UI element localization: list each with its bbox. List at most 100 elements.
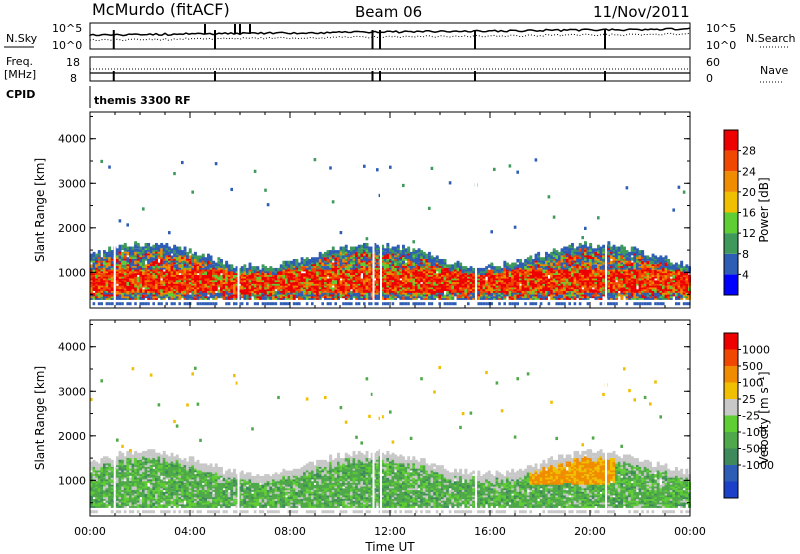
- range-gate-cell: [342, 285, 346, 290]
- range-gate-cell: [279, 292, 283, 297]
- range-gate-cell: [246, 275, 249, 279]
- range-gate-cell: [331, 250, 335, 254]
- range-gate-cell: [144, 282, 148, 286]
- range-gate-cell: [399, 257, 403, 261]
- range-gate-cell: [573, 291, 577, 295]
- range-gate-cell: [233, 280, 236, 284]
- range-gate-cell: [638, 267, 642, 272]
- range-gate-cell: [155, 248, 158, 252]
- range-gate-cell: [547, 280, 551, 284]
- range-gate-cell: [480, 269, 483, 274]
- range-gate-cell: [578, 278, 582, 283]
- range-gate-cell: [194, 296, 197, 300]
- range-gate-cell: [539, 291, 543, 295]
- range-gate-cell: [495, 283, 499, 288]
- range-gate-cell: [360, 280, 364, 284]
- range-gate-cell: [253, 283, 257, 288]
- range-gate-cell: [464, 289, 468, 293]
- range-gate-cell: [430, 291, 434, 295]
- range-gate-cell: [279, 269, 283, 274]
- range-gate-cell: [469, 267, 473, 272]
- range-gate-cell: [422, 276, 426, 281]
- range-gate-cell: [95, 260, 99, 265]
- range-gate-cell: [131, 266, 135, 270]
- range-gate-cell: [126, 251, 130, 256]
- range-gate-cell: [350, 278, 353, 283]
- range-gate-cell: [352, 285, 356, 290]
- range-gate-cell: [329, 291, 333, 295]
- range-gate-cell: [105, 257, 109, 261]
- range-gate-cell: [95, 276, 99, 281]
- range-gate-cell: [573, 292, 577, 297]
- range-gate-cell: [272, 276, 275, 281]
- range-gate-cell: [253, 282, 257, 286]
- range-gate-cell: [373, 275, 377, 279]
- range-gate-cell: [550, 280, 554, 284]
- range-gate-cell: [324, 269, 327, 274]
- range-gate-cell: [370, 275, 374, 279]
- range-gate-cell: [430, 292, 434, 297]
- range-gate-cell: [368, 289, 372, 293]
- range-gate-cell: [643, 280, 647, 284]
- range-gate-cell: [526, 260, 530, 265]
- range-gate-cell: [363, 262, 366, 267]
- range-gate-cell: [181, 266, 184, 270]
- range-gate-cell: [253, 266, 257, 270]
- range-gate-cell: [225, 291, 229, 295]
- range-gate-cell: [594, 285, 598, 290]
- range-gate-cell: [357, 259, 361, 263]
- range-gate-cell: [394, 267, 398, 272]
- range-gate-cell: [399, 283, 403, 288]
- range-gate-cell: [126, 266, 130, 270]
- range-gate-cell: [157, 246, 161, 251]
- range-gate-cell: [503, 262, 507, 267]
- range-gate-cell: [363, 267, 366, 272]
- range-gate-cell: [383, 292, 387, 297]
- range-gate-cell: [610, 289, 613, 293]
- range-gate-cell: [139, 267, 143, 272]
- range-gate-cell: [578, 296, 582, 300]
- range-gate-cell: [578, 287, 582, 292]
- range-gate-cell: [550, 282, 554, 286]
- range-gate-cell: [142, 267, 145, 272]
- range-gate-cell: [425, 292, 429, 297]
- range-gate-cell: [168, 264, 171, 268]
- range-gate-cell: [157, 248, 161, 252]
- range-gate-cell: [565, 264, 569, 268]
- range-gate-cell: [269, 269, 273, 274]
- range-gate-cell: [451, 296, 455, 300]
- range-gate-cell: [183, 257, 187, 261]
- range-gate-cell: [256, 283, 260, 288]
- nsky-tick-bottom-left: 10^0: [52, 39, 82, 52]
- range-gate-cell: [628, 269, 632, 274]
- range-gate-cell: [529, 260, 533, 265]
- range-gate-cell: [472, 287, 476, 292]
- range-gate-cell: [467, 292, 470, 297]
- range-gate-cell: [441, 280, 444, 284]
- range-gate-cell: [493, 296, 496, 300]
- range-gate-cell: [417, 294, 421, 299]
- range-gate-cell: [329, 271, 333, 275]
- range-gate-cell: [500, 275, 504, 279]
- range-gate-cell: [95, 278, 99, 283]
- range-gate-cell: [337, 282, 340, 286]
- range-gate-cell: [589, 267, 593, 272]
- range-gate-cell: [381, 259, 385, 263]
- range-gate-cell: [586, 248, 590, 252]
- range-gate-cell: [641, 280, 645, 284]
- range-gate-cell: [625, 259, 629, 263]
- range-gate-cell: [633, 296, 637, 300]
- range-gate-cell: [539, 294, 543, 299]
- range-gate-cell: [552, 283, 556, 288]
- range-gate-cell: [266, 275, 270, 279]
- range-gate-cell: [381, 251, 385, 256]
- range-gate-cell: [287, 278, 291, 283]
- range-gate-cell: [285, 292, 288, 297]
- range-gate-cell: [123, 294, 127, 299]
- range-gate-cell: [490, 287, 494, 292]
- range-gate-cell: [630, 248, 634, 252]
- range-gate-cell: [311, 260, 314, 265]
- range-gate-cell: [386, 280, 390, 284]
- range-gate-cell: [360, 269, 364, 274]
- range-gate-cell: [360, 282, 364, 286]
